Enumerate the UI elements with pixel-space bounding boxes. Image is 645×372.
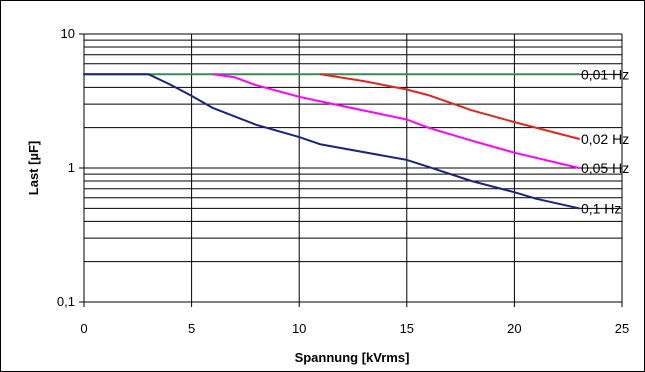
series-labels: 0,01 Hz 0,02 Hz 0,05 Hz 0,1 Hz <box>581 66 629 216</box>
axes: 0 5 10 15 20 25 0,1 1 10 <box>57 26 629 336</box>
x-axis-title: Spannung [kVrms] <box>295 350 410 365</box>
x-tick-label: 0 <box>80 321 87 336</box>
x-tick-label: 5 <box>188 321 195 336</box>
x-tick-label: 20 <box>507 321 521 336</box>
series-label: 0,01 Hz <box>581 66 629 82</box>
x-tick-label: 15 <box>400 321 414 336</box>
y-tick-label: 1 <box>68 160 75 175</box>
series-label: 0,1 Hz <box>581 200 621 216</box>
x-tick-label: 25 <box>615 321 629 336</box>
x-tick-label: 10 <box>292 321 306 336</box>
y-tick-label: 10 <box>61 26 75 41</box>
y-axis-title: Last [µF] <box>26 141 41 195</box>
series-line <box>83 73 580 210</box>
series-line <box>212 73 580 169</box>
series-lines <box>83 73 580 210</box>
series-label: 0,02 Hz <box>581 131 629 147</box>
series-label: 0,05 Hz <box>581 160 629 176</box>
y-tick-label: 0,1 <box>57 294 75 309</box>
series-line <box>319 73 580 140</box>
